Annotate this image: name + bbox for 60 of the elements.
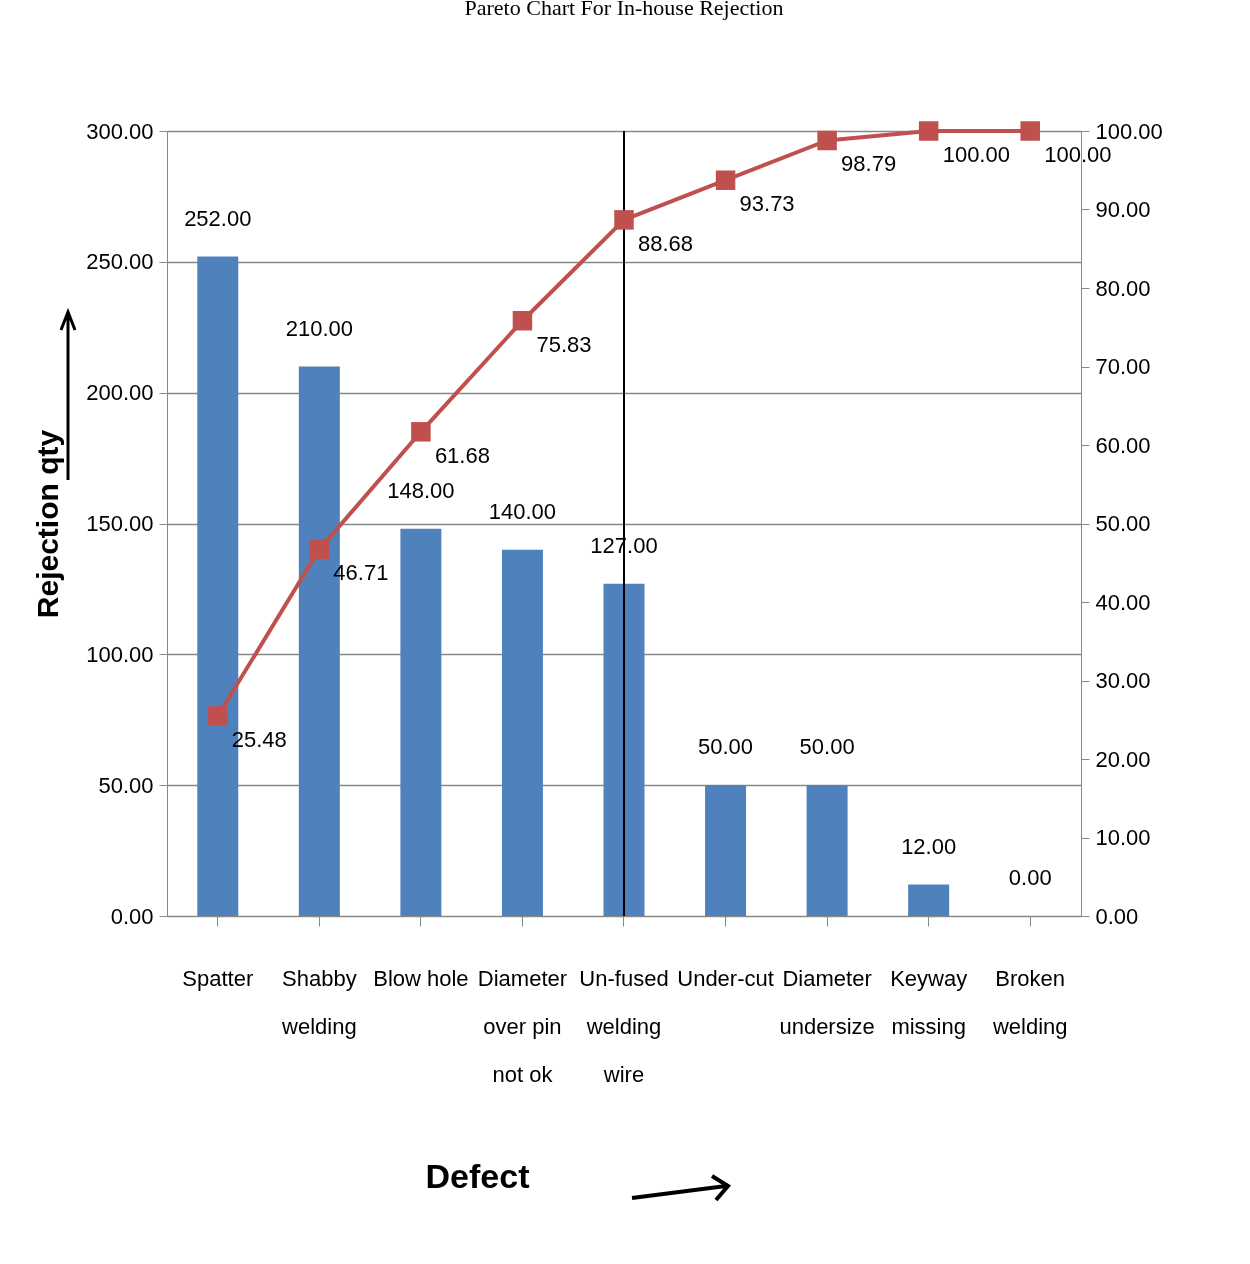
point: [309, 539, 330, 560]
point: [817, 130, 837, 151]
x-tick-label: Under-cut: [677, 965, 774, 991]
y-tick-label: 300.00: [86, 118, 154, 144]
data-label: 210.00: [285, 315, 353, 341]
y2-tick-label: 80.00: [1095, 275, 1151, 301]
y2-tick-label: 10.00: [1095, 825, 1151, 850]
y-tick-label: 100.00: [86, 641, 154, 667]
chart-title: Pareto Chart For In-house Rejection: [464, 0, 784, 20]
x-tick-label: Broken welding: [991, 965, 1068, 1039]
y2-tick-label: 40.00: [1095, 589, 1151, 615]
x-tick-label: Diameter undersize: [779, 965, 875, 1039]
data-label: 61.68: [434, 442, 490, 468]
y2-tick-label: 90.00: [1095, 197, 1151, 222]
y-tick-label: 150.00: [86, 511, 154, 536]
data-label: 50.00: [799, 734, 855, 760]
data-label: 93.73: [739, 191, 795, 217]
data-label: 88.68: [638, 230, 694, 256]
data-label: 148.00: [387, 477, 455, 503]
bar: [603, 583, 645, 916]
data-label: 140.00: [488, 498, 557, 524]
y-tick-label: 0.00: [110, 903, 154, 929]
point: [614, 210, 634, 230]
point: [918, 121, 939, 141]
x-tick-label: Shabby welding: [281, 965, 357, 1039]
x-tick-label: Diameter over pin not ok: [477, 965, 568, 1087]
x-tick-label: Keyway missing: [890, 965, 968, 1039]
point: [411, 422, 431, 442]
y2-tick-label: 60.00: [1095, 432, 1151, 458]
y2-tick-label: 20.00: [1095, 746, 1151, 772]
data-label: 12.00: [901, 833, 957, 859]
data-label: 75.83: [536, 331, 592, 357]
x-tick-label: Un-fused welding wire: [579, 965, 669, 1087]
y-axis-title: Rejection qty: [31, 429, 65, 619]
bar: [400, 528, 442, 916]
y2-tick-label: 0.00: [1095, 903, 1139, 929]
bar: [806, 785, 848, 916]
x-tick-label: Blow hole: [373, 965, 469, 991]
bar: [501, 549, 543, 916]
y2-tick-label: 70.00: [1095, 354, 1151, 379]
data-label: 100.00: [1044, 142, 1112, 167]
data-label: 252.00: [184, 205, 252, 231]
y2-tick-label: 50.00: [1095, 511, 1151, 536]
data-label: 100.00: [942, 142, 1010, 167]
y-tick-label: 50.00: [98, 772, 154, 798]
point: [1020, 121, 1040, 141]
y-tick-label: 250.00: [86, 249, 154, 275]
data-label: 50.00: [698, 734, 754, 760]
x-tick-label: Spatter: [182, 965, 254, 991]
x-axis-title: Defect: [425, 1156, 530, 1195]
bar: [908, 884, 950, 916]
y2-tick-label: 100.00: [1095, 118, 1163, 144]
bar: [705, 785, 747, 916]
point: [208, 706, 228, 726]
y-tick-label: 200.00: [86, 380, 154, 406]
data-label: 98.79: [841, 151, 897, 177]
y2-tick-label: 30.00: [1095, 668, 1151, 693]
point: [715, 170, 736, 190]
point: [512, 310, 533, 331]
data-label: 0.00: [1008, 865, 1052, 890]
